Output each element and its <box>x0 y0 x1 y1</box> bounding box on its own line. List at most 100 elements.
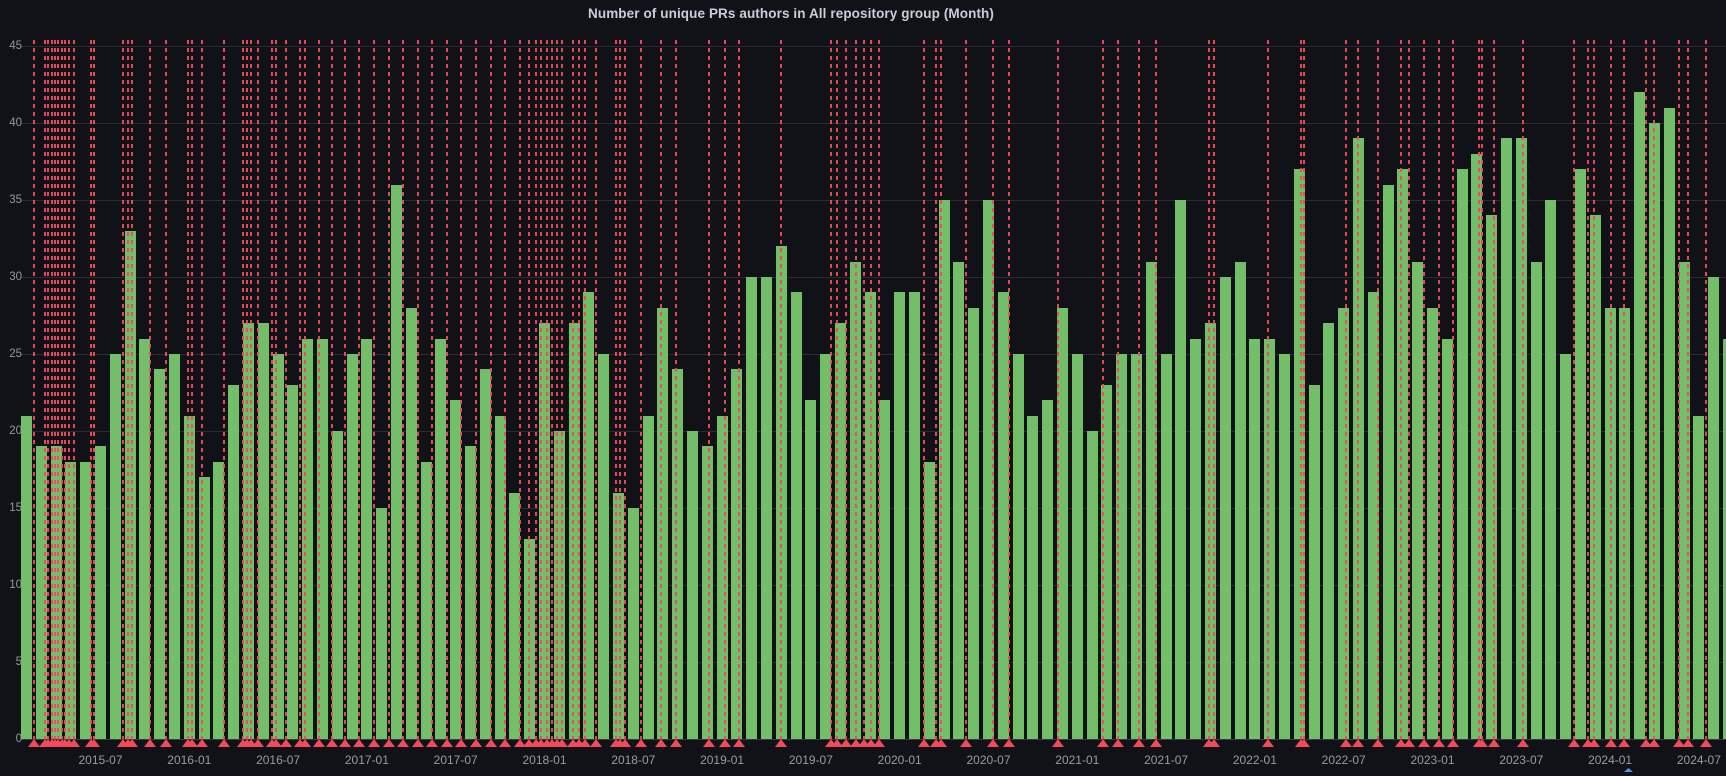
bar-2018-08[interactable] <box>642 415 654 739</box>
bar-2022-10[interactable] <box>1382 184 1394 739</box>
annotation-marker[interactable] <box>556 739 568 747</box>
bar-2021-09[interactable] <box>1190 338 1202 739</box>
bar-2016-05[interactable] <box>243 323 254 739</box>
bar-2020-01[interactable] <box>894 292 906 739</box>
annotation-marker[interactable] <box>1588 739 1600 747</box>
bar-2024-08[interactable] <box>1708 277 1720 739</box>
annotation-marker[interactable] <box>299 739 311 747</box>
bar-2023-05[interactable] <box>1486 215 1498 739</box>
bar-2016-02[interactable] <box>198 477 210 739</box>
bar-2019-12[interactable] <box>879 400 891 739</box>
bar-2021-07[interactable] <box>1160 354 1172 739</box>
bar-2018-06[interactable] <box>613 492 624 739</box>
bar-2021-12[interactable] <box>1234 261 1246 739</box>
annotation-marker[interactable] <box>1097 739 1109 747</box>
bar-2022-12[interactable] <box>1412 261 1424 739</box>
bar-2020-07[interactable] <box>983 200 994 739</box>
annotation-marker[interactable] <box>339 739 351 747</box>
bar-2021-06[interactable] <box>1145 261 1157 739</box>
bar-2018-07[interactable] <box>627 508 639 739</box>
bar-2019-03[interactable] <box>746 277 758 739</box>
bar-2019-02[interactable] <box>731 369 743 739</box>
annotation-marker[interactable] <box>1488 739 1500 747</box>
bar-2023-08[interactable] <box>1530 261 1542 739</box>
bar-2015-06[interactable] <box>80 461 92 739</box>
bar-2019-01[interactable] <box>716 415 728 739</box>
bar-2018-05[interactable] <box>598 354 610 739</box>
annotation-marker[interactable] <box>590 739 602 747</box>
bar-2018-10[interactable] <box>672 369 684 739</box>
bar-2016-10[interactable] <box>317 338 328 739</box>
annotation-marker[interactable] <box>412 739 424 747</box>
annotation-marker[interactable] <box>1395 739 1407 747</box>
annotation-marker[interactable] <box>245 739 257 747</box>
bar-2017-09[interactable] <box>479 369 491 739</box>
annotation-marker[interactable] <box>1418 739 1430 747</box>
bar-2018-09[interactable] <box>657 307 669 739</box>
annotation-marker[interactable] <box>703 739 715 747</box>
bar-2020-11[interactable] <box>1042 400 1054 739</box>
bar-2016-08[interactable] <box>287 384 299 739</box>
bar-2016-01[interactable] <box>183 415 195 739</box>
annotation-marker[interactable] <box>383 739 395 747</box>
annotation-marker[interactable] <box>775 739 787 747</box>
annotation-marker[interactable] <box>840 739 852 747</box>
bar-2017-04[interactable] <box>405 307 417 739</box>
bar-2017-10[interactable] <box>494 415 506 739</box>
annotation-marker[interactable] <box>1618 739 1630 747</box>
bar-2019-08[interactable] <box>820 354 832 739</box>
bar-2023-09[interactable] <box>1545 200 1557 739</box>
annotation-marker[interactable] <box>68 739 80 747</box>
bar-2016-06[interactable] <box>257 323 269 739</box>
annotation-marker[interactable] <box>1648 739 1660 747</box>
annotation-marker[interactable] <box>1433 739 1445 747</box>
bar-2016-03[interactable] <box>213 461 225 739</box>
annotation-marker[interactable] <box>313 739 325 747</box>
annotation-marker[interactable] <box>196 739 208 747</box>
bar-2016-11[interactable] <box>331 431 343 739</box>
bar-2016-07[interactable] <box>272 354 284 739</box>
annotation-marker[interactable] <box>252 739 264 747</box>
bar-2023-03[interactable] <box>1456 169 1468 739</box>
bar-2016-04[interactable] <box>228 384 240 739</box>
annotation-marker[interactable] <box>1568 739 1580 747</box>
bar-2015-04[interactable] <box>50 446 62 739</box>
annotation-marker[interactable] <box>1003 739 1015 747</box>
annotation-marker[interactable] <box>270 739 282 747</box>
bar-2015-12[interactable] <box>169 354 180 739</box>
bar-2023-04[interactable] <box>1471 153 1483 739</box>
bar-2020-06[interactable] <box>968 307 980 739</box>
bar-2022-04[interactable] <box>1293 169 1305 739</box>
bar-2015-07[interactable] <box>95 446 106 739</box>
annotation-marker[interactable] <box>619 739 631 747</box>
bar-2022-11[interactable] <box>1397 169 1409 739</box>
bar-2018-02[interactable] <box>553 431 565 739</box>
bar-2019-09[interactable] <box>835 323 846 739</box>
bar-2022-03[interactable] <box>1279 354 1290 739</box>
bar-2021-04[interactable] <box>1116 354 1128 739</box>
annotation-marker[interactable] <box>918 739 930 747</box>
annotation-marker[interactable] <box>960 739 972 747</box>
annotation-marker[interactable] <box>280 739 292 747</box>
annotation-marker[interactable] <box>987 739 999 747</box>
bar-2020-12[interactable] <box>1057 307 1068 739</box>
bar-2020-03[interactable] <box>923 461 935 739</box>
bar-2022-02[interactable] <box>1264 338 1276 739</box>
bar-2015-05[interactable] <box>65 461 77 739</box>
annotation-marker[interactable] <box>126 739 138 747</box>
bar-2024-03[interactable] <box>1634 92 1646 739</box>
annotation-marker[interactable] <box>186 739 198 747</box>
bar-2020-10[interactable] <box>1027 415 1039 739</box>
bar-2017-02[interactable] <box>376 508 388 739</box>
annotation-marker[interactable] <box>1476 739 1488 747</box>
annotation-marker[interactable] <box>655 739 667 747</box>
bar-2020-02[interactable] <box>909 292 920 739</box>
annotation-marker[interactable] <box>218 739 230 747</box>
bar-2024-05[interactable] <box>1663 107 1675 739</box>
bar-2021-02[interactable] <box>1086 431 1098 739</box>
bar-2018-01[interactable] <box>539 323 550 739</box>
bar-2022-05[interactable] <box>1308 384 1320 739</box>
annotation-marker[interactable] <box>88 739 100 747</box>
annotation-marker[interactable] <box>1352 739 1364 747</box>
bar-2023-12[interactable] <box>1589 215 1601 739</box>
